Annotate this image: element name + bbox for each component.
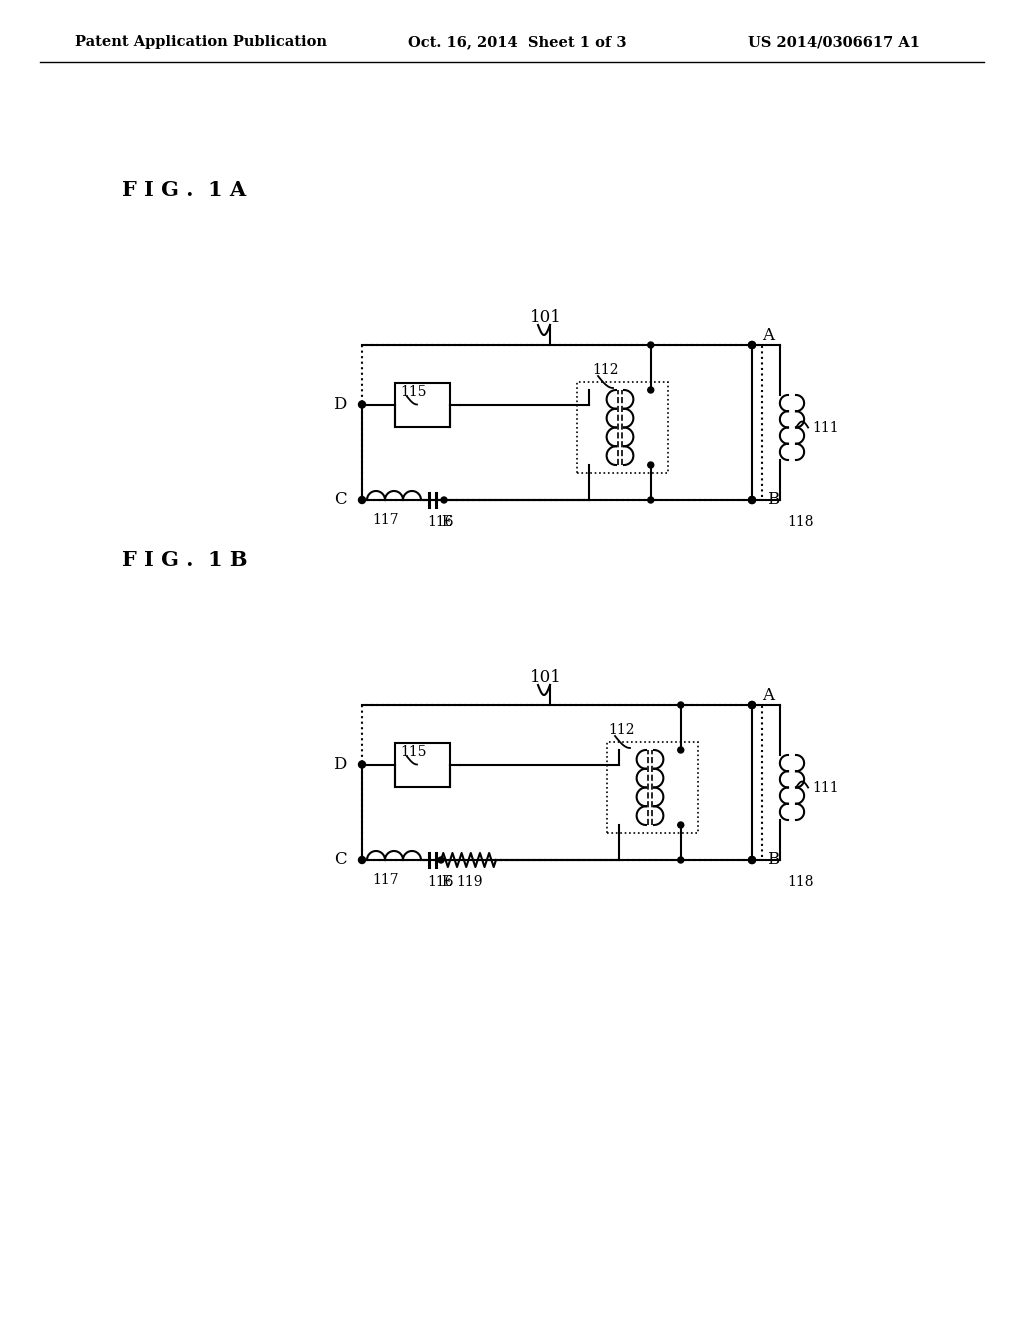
Text: 112: 112 [608, 723, 635, 737]
Text: 116: 116 [427, 515, 454, 529]
Text: 101: 101 [530, 309, 562, 326]
Text: 118: 118 [787, 875, 813, 888]
Text: F I G .  1 B: F I G . 1 B [122, 550, 248, 570]
Text: 119: 119 [456, 875, 482, 888]
Text: C: C [334, 851, 346, 869]
Bar [395, 742, 450, 787]
Text: Oct. 16, 2014  Sheet 1 of 3: Oct. 16, 2014 Sheet 1 of 3 [408, 36, 627, 49]
Text: D: D [334, 756, 347, 774]
Circle shape [749, 496, 756, 503]
Circle shape [749, 857, 756, 863]
Circle shape [358, 401, 366, 408]
Circle shape [648, 498, 653, 503]
Text: B: B [767, 491, 779, 508]
Bar [607, 742, 697, 833]
Circle shape [358, 496, 366, 503]
Bar [362, 705, 762, 861]
Text: F I G .  1 A: F I G . 1 A [122, 180, 246, 201]
Circle shape [678, 857, 684, 863]
Text: 112: 112 [592, 363, 618, 378]
Circle shape [358, 857, 366, 863]
Text: 118: 118 [787, 515, 813, 529]
Text: B: B [767, 851, 779, 869]
Circle shape [441, 498, 447, 503]
Circle shape [648, 387, 653, 393]
Bar [578, 381, 668, 473]
Circle shape [438, 857, 444, 863]
Text: Patent Application Publication: Patent Application Publication [75, 36, 327, 49]
Text: 115: 115 [400, 746, 427, 759]
Text: 116: 116 [427, 875, 454, 888]
Text: 111: 111 [812, 780, 839, 795]
Circle shape [749, 701, 756, 709]
Text: E: E [441, 875, 452, 888]
Text: 115: 115 [400, 385, 427, 400]
Circle shape [749, 857, 756, 863]
Circle shape [749, 496, 756, 503]
Text: 117: 117 [372, 873, 398, 887]
Circle shape [648, 342, 653, 348]
Text: 111: 111 [812, 421, 839, 434]
Text: A: A [762, 326, 774, 343]
Text: A: A [762, 686, 774, 704]
Circle shape [678, 747, 684, 752]
Text: 117: 117 [372, 513, 398, 527]
Text: D: D [334, 396, 347, 413]
Circle shape [678, 822, 684, 828]
Text: E: E [441, 515, 452, 529]
Circle shape [749, 342, 756, 348]
Bar [362, 345, 762, 500]
Text: C: C [334, 491, 346, 508]
Circle shape [678, 702, 684, 708]
Circle shape [749, 342, 756, 348]
Text: 101: 101 [530, 668, 562, 685]
Circle shape [358, 762, 366, 768]
Circle shape [648, 462, 653, 469]
Circle shape [749, 701, 756, 709]
Text: US 2014/0306617 A1: US 2014/0306617 A1 [748, 36, 920, 49]
Bar [395, 383, 450, 426]
